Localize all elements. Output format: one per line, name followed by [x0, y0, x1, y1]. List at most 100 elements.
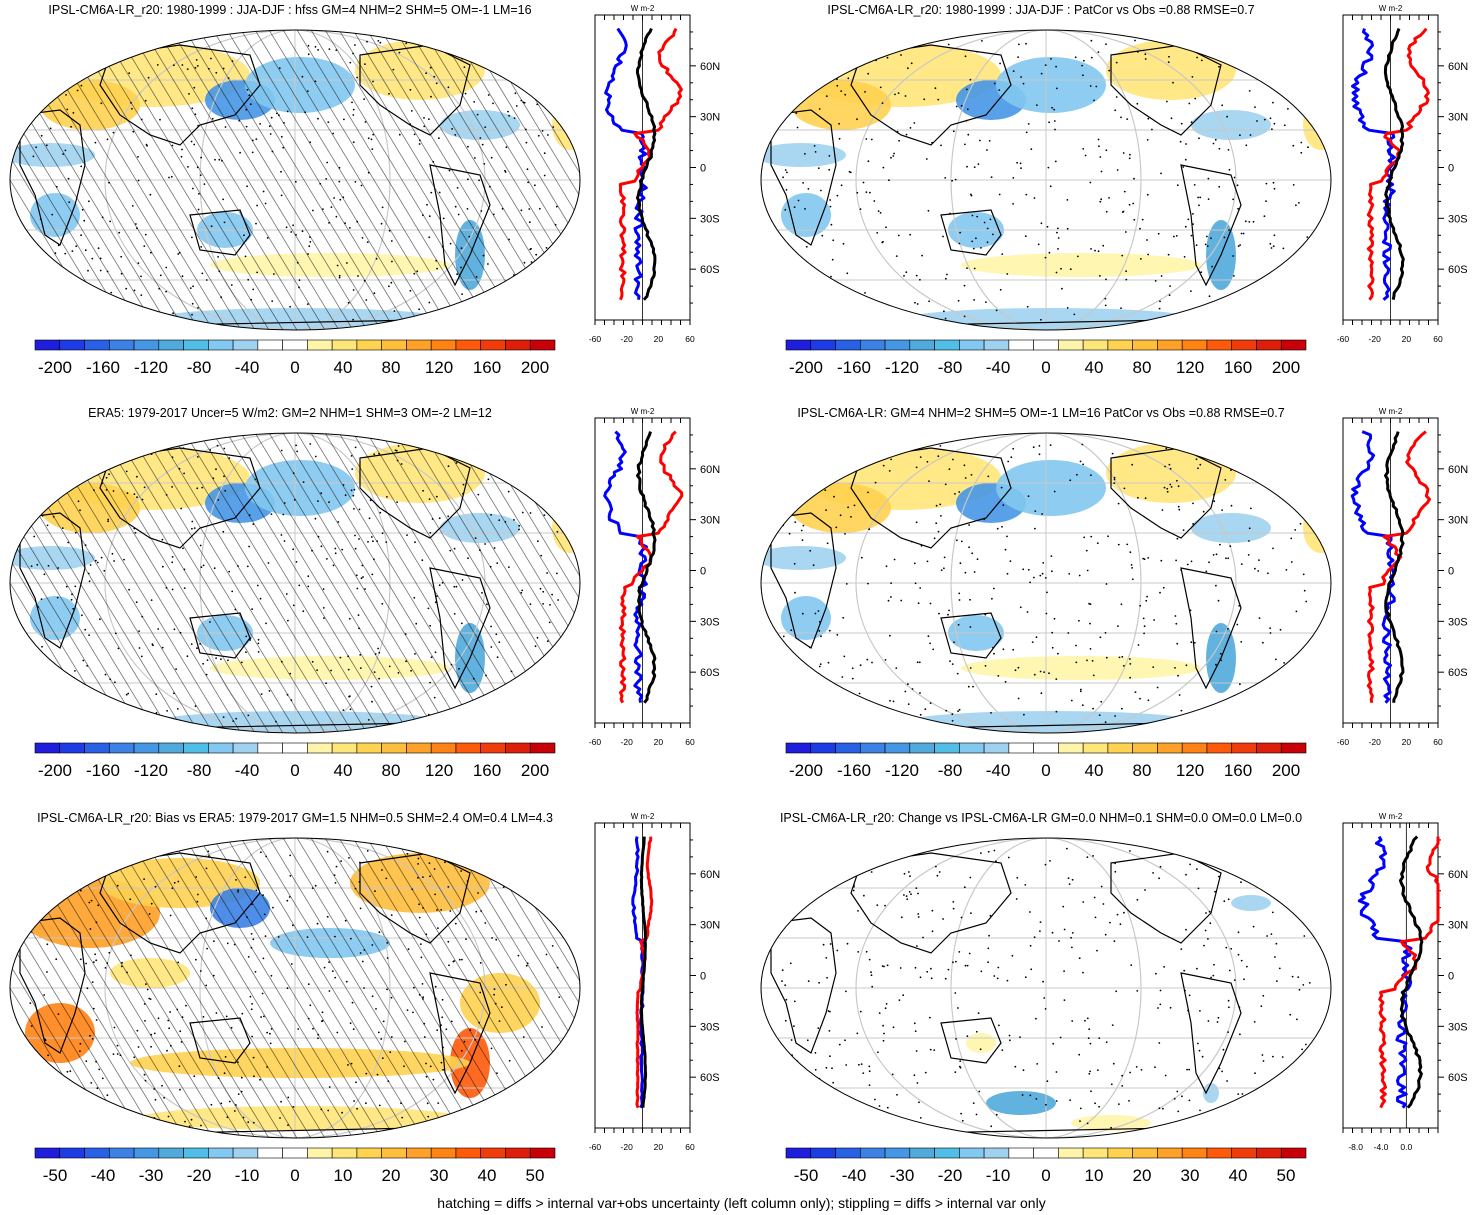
stipple-dot: [1025, 131, 1028, 134]
stipple-dot: [292, 472, 295, 475]
stipple-dot: [1176, 537, 1179, 540]
stipple-dot: [523, 261, 526, 264]
stipple-dot: [545, 691, 548, 693]
stipple-dot: [368, 517, 371, 520]
stipple-dot: [1069, 1099, 1071, 1101]
stipple-dot: [910, 62, 913, 65]
stipple-dot: [143, 1003, 146, 1005]
stipple-dot: [288, 896, 291, 898]
stipple-dot: [215, 71, 218, 74]
stipple-dot: [1190, 560, 1193, 563]
stipple-dot: [306, 303, 309, 305]
stipple-dot: [1296, 690, 1298, 693]
stipple-dot: [1308, 982, 1311, 984]
colorbar-label: 30: [1181, 1166, 1200, 1185]
stipple-dot: [1089, 85, 1092, 87]
stipple-dot: [337, 521, 340, 523]
stipple-dot: [413, 596, 416, 599]
stipple-dot: [871, 985, 874, 988]
stipple-dot: [444, 861, 446, 864]
stipple-dot: [1108, 197, 1110, 199]
stipple-dot: [1176, 184, 1179, 187]
stipple-dot: [784, 62, 787, 65]
stipple-dot: [1233, 979, 1236, 981]
stipple-dot: [1163, 486, 1166, 489]
stipple-dot: [34, 1121, 37, 1124]
stipple-dot: [838, 137, 841, 140]
stipple-dot: [237, 891, 239, 893]
stipple-dot: [1283, 124, 1286, 127]
stipple-dot: [812, 564, 815, 567]
stipple-dot: [895, 255, 898, 257]
stipple-dot: [1177, 505, 1180, 508]
stipple-dot: [94, 953, 96, 956]
stipple-dot: [1267, 290, 1270, 293]
stipple-dot: [183, 587, 186, 589]
stipple-dot: [896, 1093, 898, 1096]
stipple-dot: [351, 468, 354, 470]
stipple-dot: [993, 587, 995, 590]
stipple-dot: [858, 1063, 860, 1066]
stipple-dot: [138, 647, 141, 649]
stipple-dot: [169, 1011, 172, 1013]
stipple-dot: [1241, 1093, 1244, 1095]
stipple-dot: [183, 568, 186, 571]
stipple-dot: [91, 257, 94, 260]
map-plot: [9, 432, 581, 734]
stipple-dot: [50, 97, 53, 100]
colorbar-swatch: [859, 1147, 886, 1159]
map-content: [10, 433, 580, 733]
stipple-dot: [428, 498, 431, 500]
hatch-line: [91, 433, 293, 733]
stipple-dot: [95, 1060, 97, 1063]
stipple-dot: [136, 1029, 139, 1032]
stipple-dot: [1259, 1119, 1262, 1122]
stipple-dot: [860, 1063, 863, 1065]
stipple-dot: [903, 872, 906, 875]
stipple-dot: [87, 269, 89, 272]
stipple-dot: [1098, 1037, 1101, 1039]
stipple-dot: [207, 850, 210, 853]
stipple-dot: [290, 231, 293, 233]
stipple-dot: [480, 317, 482, 319]
stipple-dot: [1303, 1081, 1306, 1083]
zonal-mean-line: [639, 836, 648, 1108]
zonal-mean-line: [618, 430, 684, 704]
colorbar-swatch: [1107, 742, 1133, 754]
stipple-dot: [539, 587, 542, 590]
colorbar-swatch: [133, 339, 160, 351]
stipple-dot: [1142, 557, 1145, 560]
stipple-dot: [1023, 713, 1025, 716]
stipple-dot: [47, 564, 50, 567]
stipple-dot: [115, 720, 117, 722]
stipple-dot: [186, 655, 189, 658]
stipple-dot: [51, 213, 54, 216]
stipple-dot: [978, 1090, 981, 1093]
stipple-dot: [72, 112, 75, 114]
stipple-dot: [1220, 705, 1223, 708]
stipple-dot: [556, 713, 559, 715]
stipple-dot: [257, 642, 260, 645]
stipple-dot: [1116, 169, 1119, 171]
colorbar-label: 80: [1133, 358, 1152, 377]
zonal-unit-label: W m-2: [1379, 4, 1403, 13]
stipple-dot: [348, 227, 351, 229]
stipple-dot: [819, 867, 821, 870]
stipple-dot: [327, 121, 330, 123]
stipple-dot: [171, 144, 174, 147]
stipple-dot: [1136, 990, 1139, 992]
stipple-dot: [320, 545, 323, 548]
stipple-dot: [1254, 567, 1256, 570]
stipple-dot: [1037, 243, 1040, 246]
stipple-dot: [822, 943, 825, 946]
stipple-dot: [995, 309, 998, 312]
stipple-dot: [887, 599, 890, 602]
stipple-dot: [818, 621, 821, 623]
stipple-dot: [428, 215, 431, 218]
stipple-dot: [90, 450, 93, 452]
stipple-dot: [262, 894, 264, 896]
stipple-dot: [1221, 104, 1224, 107]
stipple-dot: [1190, 290, 1192, 292]
stipple-dot: [1041, 572, 1044, 575]
stipple-dot: [202, 662, 205, 665]
